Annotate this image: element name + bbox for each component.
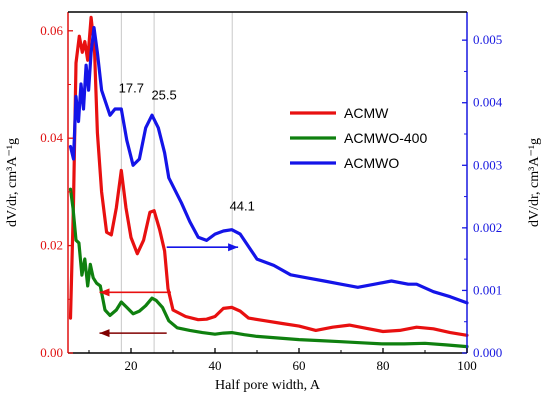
arrow-layer <box>99 243 239 338</box>
x-tick-label: 60 <box>293 358 306 373</box>
right-tick-label: 0.002 <box>473 220 502 235</box>
x-tick-label: 80 <box>377 358 390 373</box>
arrow-head <box>99 329 110 338</box>
legend-label: ACMWO-400 <box>344 130 427 146</box>
peak-annotation: 25.5 <box>151 88 176 103</box>
left-tick-label: 0.00 <box>40 345 63 360</box>
left-tick-label: 0.02 <box>40 238 63 253</box>
right-tick-label: 0.001 <box>473 282 502 297</box>
left-tick-label: 0.04 <box>40 130 63 145</box>
right-tick-label: 0.003 <box>473 157 502 172</box>
right-tick-label: 0.005 <box>473 32 502 47</box>
legend-label: ACMW <box>344 105 389 121</box>
peak-annotation: 17.7 <box>119 81 144 96</box>
x-tick-label: 40 <box>209 358 222 373</box>
right-tick-label: 0.000 <box>473 345 502 360</box>
series-line-acmwo-400 <box>68 187 469 349</box>
arrow-head <box>228 243 239 252</box>
x-axis-title: Half pore width, A <box>215 378 321 393</box>
peak-annotation: 44.1 <box>230 199 255 214</box>
x-tick-label: 100 <box>457 358 477 373</box>
axis-layer: 0.00 0.02 0.04 0.06 0.000 0.001 0.002 0.003 0.00… <box>5 11 542 393</box>
gridlines <box>120 12 233 353</box>
series-layer <box>68 15 469 349</box>
legend-label: ACMWO <box>344 155 399 171</box>
right-axis-title: dV/dr, cm³A⁻¹g <box>527 138 542 227</box>
x-tick-label: 20 <box>125 358 138 373</box>
left-axis-title: dV/dr, cm³A⁻¹g <box>5 138 20 227</box>
right-tick-label: 0.004 <box>473 95 503 110</box>
annotation-layer: 17.7 25.5 44.1 <box>119 81 255 214</box>
arrow-head <box>99 288 110 297</box>
series-line-acmw <box>68 15 469 337</box>
series-line-acmwo <box>68 26 469 305</box>
left-tick-label: 0.06 <box>40 23 63 38</box>
legend: ACMW ACMWO-400 ACMWO <box>290 105 427 171</box>
